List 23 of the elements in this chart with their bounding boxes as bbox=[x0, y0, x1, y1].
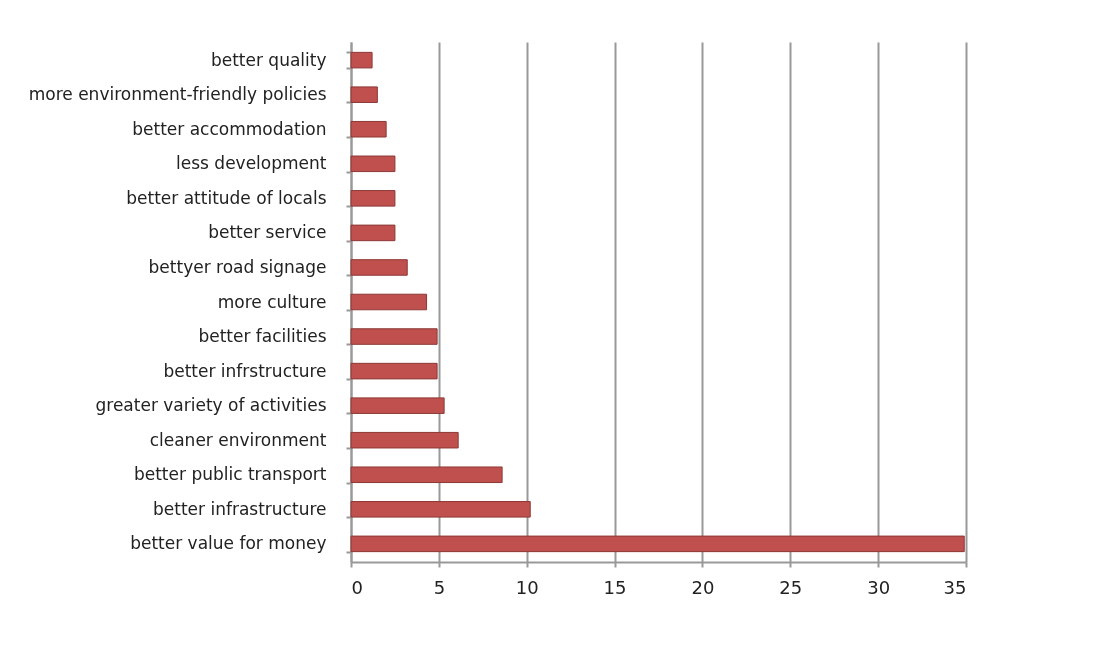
y-tick-label: more environment-friendly policies bbox=[28, 84, 327, 105]
x-tick-label: 5 bbox=[433, 576, 446, 598]
y-tick-label: better infrastructure bbox=[153, 498, 327, 519]
x-tick-label: 20 bbox=[691, 576, 715, 598]
y-tick-label: better quality bbox=[210, 49, 327, 70]
y-tick-label: better infrstructure bbox=[163, 360, 327, 381]
x-tick-label: 0 bbox=[351, 576, 363, 598]
x-tick-label: 30 bbox=[867, 576, 891, 598]
y-tick-label: better attitude of locals bbox=[126, 187, 327, 208]
y-tick-label: more culture bbox=[217, 291, 327, 312]
x-tick-label: 15 bbox=[603, 576, 627, 598]
y-tick-label: greater variety of activities bbox=[95, 395, 327, 416]
x-tick-label: 25 bbox=[779, 576, 803, 598]
y-tick-label: better value for money bbox=[130, 533, 327, 554]
y-tick-label: better accommodation bbox=[132, 118, 327, 139]
y-tick-label: better service bbox=[208, 222, 327, 243]
x-tick-label: 10 bbox=[515, 576, 539, 598]
y-tick-label: better public transport bbox=[133, 464, 327, 485]
y-tick-label: cleaner environment bbox=[149, 429, 327, 450]
x-tick-label: 35 bbox=[943, 576, 967, 598]
y-tick-label: bettyer road signage bbox=[148, 256, 327, 277]
y-tick-label: better facilities bbox=[198, 326, 327, 347]
y-tick-label: less development bbox=[176, 153, 327, 174]
